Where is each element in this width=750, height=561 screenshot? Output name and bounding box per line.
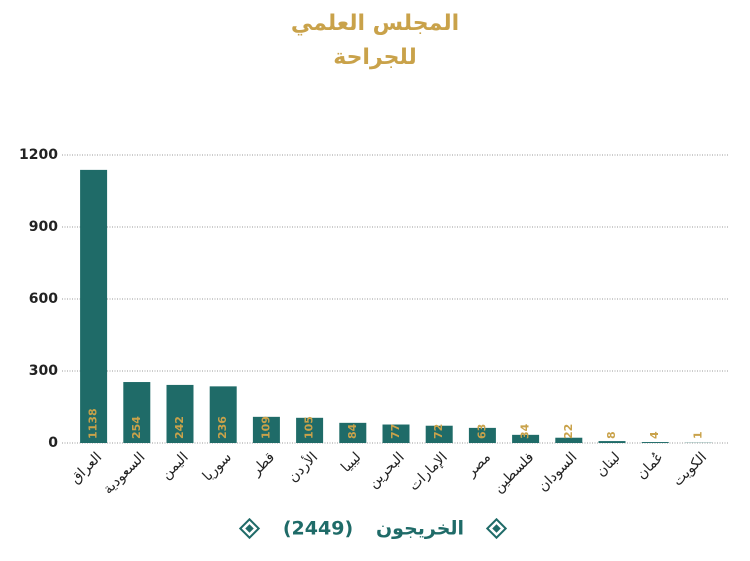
x-tick-label: العراق (68, 449, 106, 487)
x-tick-label: فلسطين (490, 449, 537, 496)
value-label: 254 (130, 416, 143, 439)
value-label: 72 (432, 424, 445, 439)
x-tick-label: البحرين (365, 449, 407, 491)
x-tick-label: الإمارات (406, 449, 451, 494)
x-tick-label: الأردن (284, 448, 322, 486)
value-label: 84 (346, 423, 359, 439)
value-label: 77 (389, 424, 402, 439)
x-tick-label: السعودية (100, 449, 148, 497)
chart-title: للجراحة (333, 45, 417, 70)
x-tick-label: لبنان (593, 449, 624, 480)
legend-icon (245, 524, 253, 532)
y-tick-label: 1200 (19, 147, 58, 163)
x-tick-label: عُمان (634, 449, 667, 482)
x-tick-label: السودان (535, 449, 580, 494)
value-label: 8 (605, 431, 618, 439)
x-tick-label: الكويت (670, 449, 710, 489)
legend: (2449) الخريجون (240, 518, 505, 540)
value-label: 242 (173, 416, 186, 439)
x-tick-label: قطر (248, 449, 278, 479)
value-label: 1138 (87, 408, 100, 439)
value-label: 34 (519, 423, 532, 439)
value-label: 63 (475, 424, 488, 439)
value-label: 236 (216, 416, 229, 439)
x-tick-label: مصر (463, 449, 494, 480)
y-tick-label: 900 (29, 219, 58, 235)
legend-label: الخريجون (376, 518, 464, 540)
y-tick-label: 600 (29, 291, 58, 307)
y-tick-label: 300 (29, 363, 58, 379)
value-label: 4 (648, 431, 661, 439)
value-label: 1 (691, 431, 704, 439)
x-tick-label: ليبيا (338, 449, 364, 475)
value-label: 109 (259, 416, 272, 439)
x-tick-label: سوريا (200, 449, 235, 484)
legend-icon (492, 524, 500, 532)
legend-total: (2449) (283, 518, 353, 540)
bar (642, 442, 669, 443)
value-label: 22 (562, 424, 575, 439)
value-label: 105 (303, 416, 316, 439)
y-tick-label: 0 (48, 435, 58, 451)
bar (80, 170, 107, 443)
x-tick-label: اليمن (158, 449, 191, 482)
bar (599, 441, 626, 443)
chart-title: المجلس العلمي (291, 11, 459, 36)
